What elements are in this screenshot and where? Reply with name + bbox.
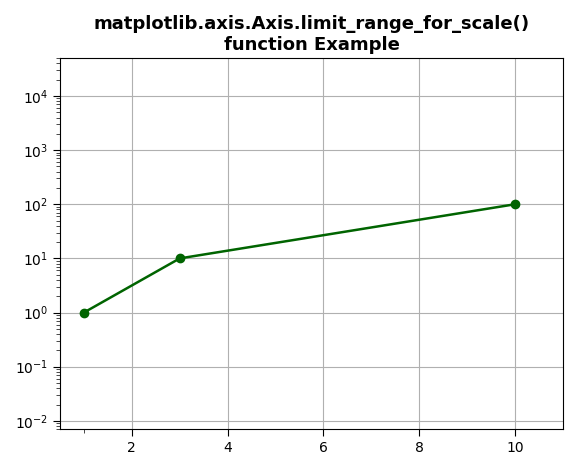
Title: matplotlib.axis.Axis.limit_range_for_scale()
function Example: matplotlib.axis.Axis.limit_range_for_sca… <box>94 15 529 54</box>
